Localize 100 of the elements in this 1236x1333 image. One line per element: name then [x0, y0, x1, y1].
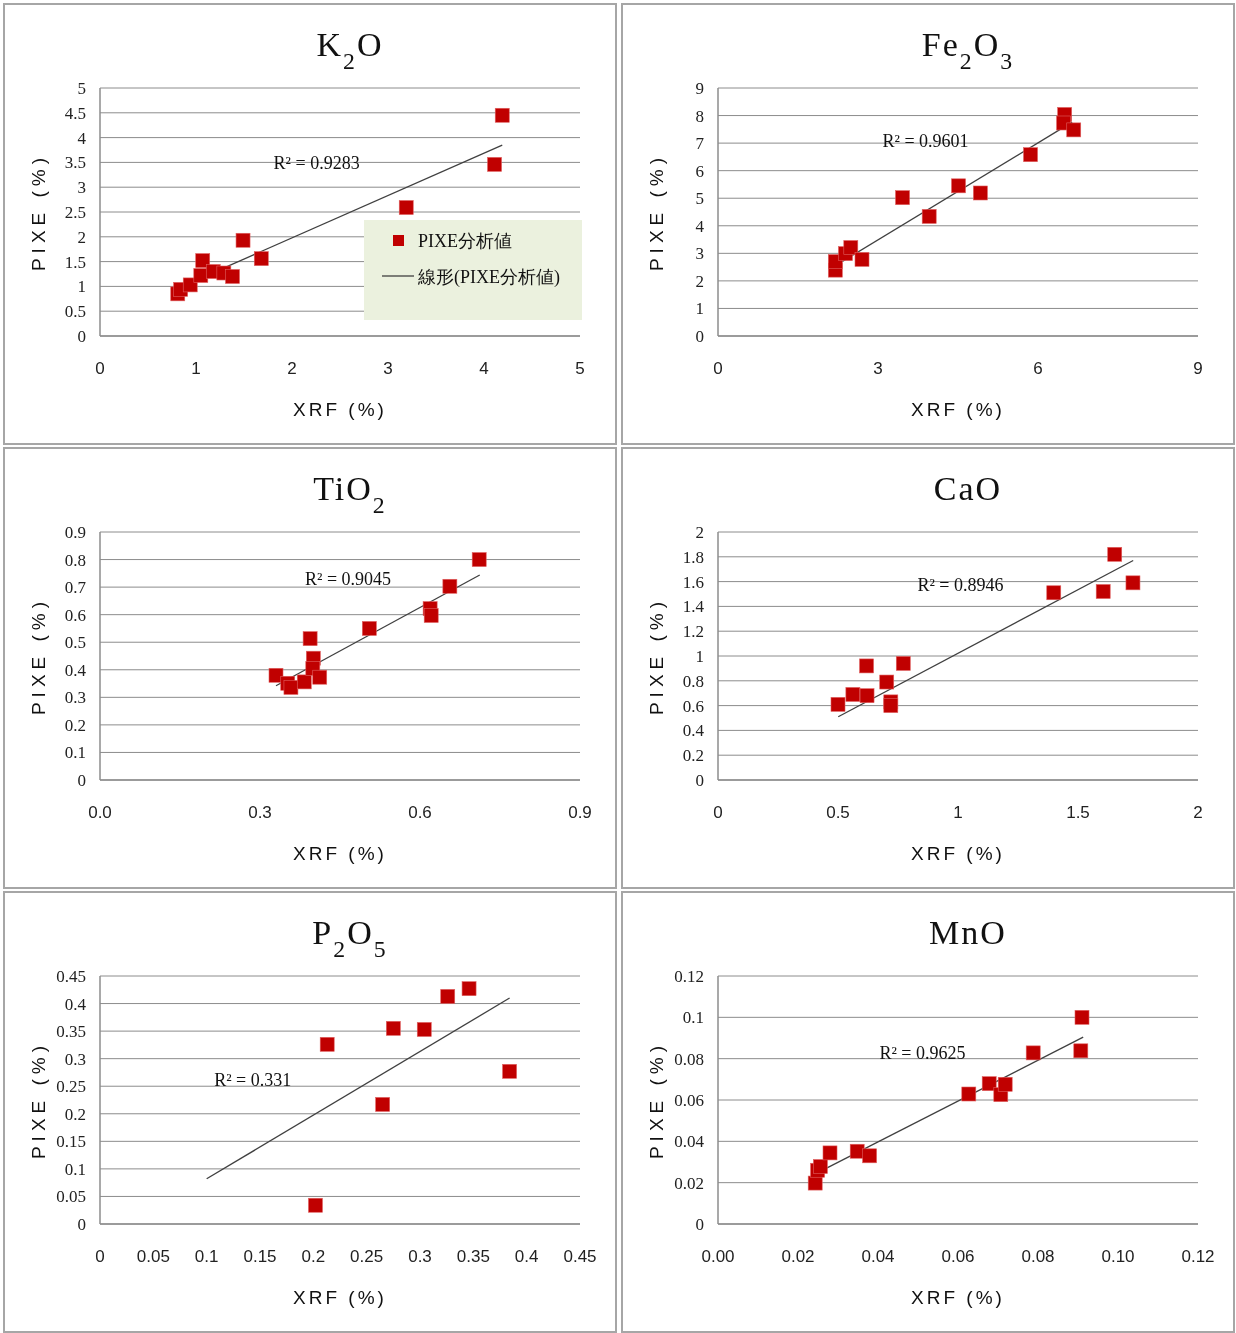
point: [296, 674, 312, 690]
chart-title: K$_{2}$O: [316, 26, 384, 74]
y-tick-label: 0.4: [64, 994, 87, 1014]
point: [268, 667, 284, 683]
x-tick-label: 0.02: [781, 1247, 815, 1266]
point: [1107, 547, 1123, 562]
y-axis-title: PIXE (%): [646, 596, 667, 716]
y-tick-label: 2: [695, 523, 704, 542]
y-tick-label: 0.12: [674, 967, 704, 986]
x-tick-label: 0.1: [194, 1247, 219, 1266]
chart-title: TiO$_{2}$: [313, 470, 387, 518]
y-tick-label: 0.6: [64, 605, 86, 625]
x-tick-label: 0.08: [1021, 1247, 1055, 1266]
x-tick-label: 0.2: [301, 1247, 326, 1266]
x-tick-label: 0.04: [861, 1247, 895, 1266]
y-tick-label: 0.02: [674, 1173, 704, 1193]
point: [461, 981, 477, 996]
y-tick-label: 0.9: [64, 523, 86, 542]
x-tick-label: 0.45: [563, 1247, 597, 1266]
chart-title: Fe$_{2}$O$_{3}$: [921, 26, 1015, 74]
y-tick-label: 4: [77, 128, 87, 148]
point: [502, 1064, 517, 1079]
y-tick-label: 0.25: [56, 1077, 86, 1097]
x-tick-label: 0: [713, 359, 723, 378]
chart-title: CaO: [933, 470, 1003, 507]
point: [951, 178, 966, 194]
annotation: R² = 0.8946: [917, 574, 1004, 595]
x-axis-title: XRF (%): [911, 399, 1005, 420]
y-tick-label: 0.45: [56, 967, 86, 986]
x-tick-label: 2: [1193, 803, 1203, 822]
y-tick-label: 0: [77, 1215, 86, 1234]
y-tick-label: 0.08: [674, 1049, 704, 1069]
x-tick-label: 0: [95, 1247, 105, 1266]
y-tick-label: 0.1: [682, 1008, 704, 1028]
y-tick-label: 0.8: [64, 550, 86, 570]
y-tick-label: 0.7: [64, 578, 87, 598]
point: [830, 697, 846, 712]
point: [895, 190, 910, 205]
x-tick-label: 0: [95, 359, 105, 378]
point: [1023, 147, 1038, 162]
x-tick-label: 0.3: [248, 803, 272, 822]
point: [312, 669, 328, 685]
y-tick-label: 2: [695, 271, 704, 291]
x-tick-label: 0.35: [456, 1247, 490, 1266]
y-tick-label: 1.4: [682, 597, 705, 617]
point: [494, 107, 510, 123]
y-tick-label: 3: [695, 244, 704, 264]
annotation: R² = 0.9045: [305, 568, 392, 589]
y-axis-title: PIXE (%): [28, 1040, 49, 1160]
y-tick-label: 1.2: [682, 622, 704, 642]
y-tick-label: 4: [695, 216, 705, 236]
point: [416, 1022, 432, 1037]
x-tick-label: 0.25: [350, 1247, 384, 1266]
point: [1046, 585, 1062, 601]
x-tick-label: 0: [713, 803, 723, 822]
point: [961, 1086, 977, 1102]
x-tick-label: 0.06: [941, 1247, 975, 1266]
point: [997, 1076, 1013, 1092]
x-tick-label: 3: [873, 359, 883, 378]
y-tick-label: 1.5: [64, 252, 86, 272]
y-tick-label: 6: [695, 161, 704, 181]
x-tick-label: 0.6: [408, 803, 432, 822]
point: [253, 251, 269, 266]
point: [1073, 1043, 1089, 1059]
annotation: R² = 0.9625: [879, 1042, 966, 1063]
y-tick-label: 1: [77, 277, 86, 297]
y-tick-label: 0: [695, 771, 704, 790]
point: [235, 232, 251, 248]
point: [471, 552, 487, 567]
x-axis-title: XRF (%): [911, 843, 1005, 864]
y-tick-label: 0.5: [64, 302, 86, 322]
point: [308, 1197, 323, 1213]
legend-label: 線形(PIXE分析値): [417, 267, 560, 288]
x-tick-label: 6: [1033, 359, 1043, 378]
point: [375, 1097, 390, 1112]
point: [859, 658, 874, 674]
y-axis-title: PIXE (%): [646, 1040, 667, 1160]
y-tick-label: 2.5: [64, 203, 86, 222]
point: [883, 698, 899, 713]
y-tick-label: 0.2: [682, 746, 704, 766]
point: [854, 252, 870, 267]
y-tick-label: 5: [77, 79, 86, 98]
y-tick-label: 3.5: [64, 153, 86, 173]
point: [879, 674, 895, 690]
x-tick-label: 1: [191, 359, 201, 378]
y-tick-label: 0: [77, 327, 86, 346]
y-tick-label: 0.2: [64, 1104, 86, 1124]
x-tick-label: 1: [953, 803, 963, 822]
y-axis-title: PIXE (%): [28, 596, 49, 716]
x-tick-label: 0.05: [136, 1247, 170, 1266]
y-tick-label: 9: [695, 79, 704, 98]
point: [845, 687, 861, 702]
point: [822, 1145, 838, 1161]
y-tick-label: 0.1: [64, 1159, 86, 1179]
y-tick-label: 3: [77, 178, 86, 198]
y-tick-label: 2: [77, 227, 86, 247]
point: [225, 269, 240, 284]
point: [1095, 584, 1111, 599]
x-tick-label: 5: [575, 359, 585, 378]
point: [1066, 122, 1082, 138]
